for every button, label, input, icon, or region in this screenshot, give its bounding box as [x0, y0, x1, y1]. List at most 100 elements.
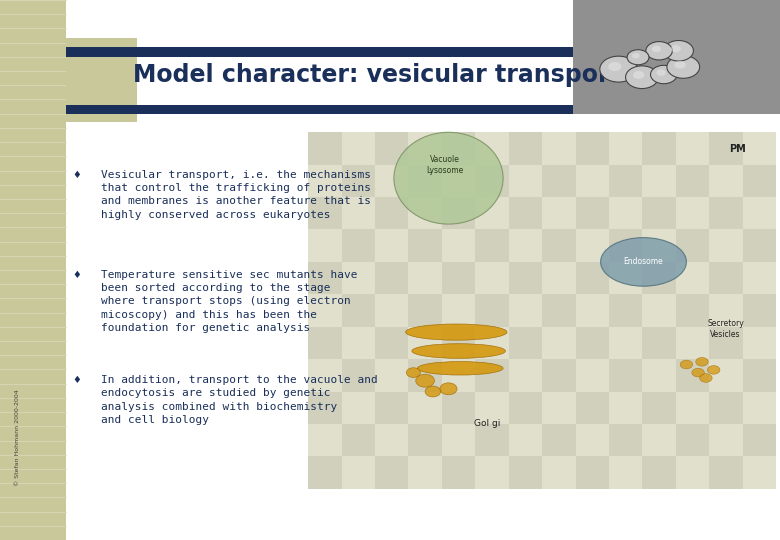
Bar: [743, 359, 776, 392]
Circle shape: [406, 368, 420, 377]
Bar: [342, 197, 375, 230]
Circle shape: [440, 383, 457, 395]
Circle shape: [651, 65, 677, 84]
Bar: [576, 197, 609, 230]
Bar: [675, 294, 709, 327]
Bar: [509, 424, 542, 456]
Bar: [308, 424, 342, 456]
Bar: [675, 424, 709, 456]
Bar: [576, 424, 609, 456]
Bar: [609, 197, 643, 230]
Bar: [643, 424, 675, 456]
Bar: [409, 359, 441, 392]
Ellipse shape: [406, 324, 507, 340]
Bar: [643, 359, 675, 392]
Bar: [308, 262, 342, 294]
Bar: [675, 359, 709, 392]
Text: Vesicular transport, i.e. the mechanisms
that control the trafficking of protein: Vesicular transport, i.e. the mechanisms…: [101, 170, 371, 220]
Bar: [542, 165, 576, 197]
Bar: [576, 359, 609, 392]
Text: Model character: vesicular transport: Model character: vesicular transport: [133, 63, 620, 86]
Circle shape: [652, 46, 661, 52]
Circle shape: [646, 42, 672, 60]
Bar: [441, 165, 475, 197]
Circle shape: [632, 53, 640, 58]
Circle shape: [692, 368, 704, 377]
Ellipse shape: [394, 132, 503, 224]
Bar: [66, 38, 136, 122]
Bar: [542, 294, 576, 327]
Bar: [509, 456, 542, 489]
Bar: [475, 262, 509, 294]
Bar: [609, 294, 643, 327]
Bar: [308, 392, 342, 424]
Bar: [409, 262, 441, 294]
Bar: [441, 456, 475, 489]
Bar: [643, 262, 675, 294]
Bar: [643, 230, 675, 262]
Bar: [441, 424, 475, 456]
Circle shape: [633, 71, 644, 79]
Bar: [375, 294, 409, 327]
Bar: [509, 392, 542, 424]
Bar: [709, 230, 743, 262]
Bar: [542, 424, 576, 456]
Circle shape: [657, 70, 666, 76]
Bar: [609, 132, 643, 165]
Bar: [475, 424, 509, 456]
Bar: [542, 456, 576, 489]
Bar: [509, 262, 542, 294]
Bar: [576, 456, 609, 489]
Ellipse shape: [601, 238, 686, 286]
Bar: [743, 424, 776, 456]
Bar: [709, 165, 743, 197]
Bar: [308, 294, 342, 327]
Text: © Stefan Hohmann 2000-2004: © Stefan Hohmann 2000-2004: [15, 389, 20, 486]
Circle shape: [626, 66, 658, 89]
Bar: [375, 424, 409, 456]
Circle shape: [608, 62, 622, 71]
Circle shape: [674, 60, 686, 69]
Bar: [609, 424, 643, 456]
Bar: [509, 165, 542, 197]
Bar: [573, 105, 780, 114]
Bar: [0, 0, 66, 540]
Bar: [573, 0, 780, 114]
Bar: [743, 294, 776, 327]
Bar: [542, 327, 576, 359]
Bar: [675, 327, 709, 359]
Circle shape: [707, 366, 720, 374]
Bar: [308, 359, 342, 392]
Bar: [643, 197, 675, 230]
Circle shape: [664, 40, 693, 61]
Bar: [342, 294, 375, 327]
Bar: [66, 47, 573, 57]
Bar: [709, 262, 743, 294]
Bar: [609, 165, 643, 197]
Bar: [409, 456, 441, 489]
Bar: [542, 197, 576, 230]
Bar: [475, 165, 509, 197]
Bar: [675, 132, 709, 165]
Bar: [609, 230, 643, 262]
Bar: [609, 392, 643, 424]
Circle shape: [696, 357, 708, 366]
Bar: [342, 262, 375, 294]
Bar: [509, 230, 542, 262]
Bar: [375, 359, 409, 392]
Bar: [576, 327, 609, 359]
Bar: [675, 392, 709, 424]
Bar: [342, 230, 375, 262]
Bar: [441, 197, 475, 230]
Bar: [308, 197, 342, 230]
Bar: [475, 359, 509, 392]
Bar: [308, 165, 342, 197]
Bar: [643, 327, 675, 359]
Bar: [743, 132, 776, 165]
Bar: [342, 165, 375, 197]
Bar: [375, 327, 409, 359]
Bar: [308, 132, 342, 165]
Bar: [675, 230, 709, 262]
Circle shape: [600, 56, 637, 82]
Bar: [709, 294, 743, 327]
